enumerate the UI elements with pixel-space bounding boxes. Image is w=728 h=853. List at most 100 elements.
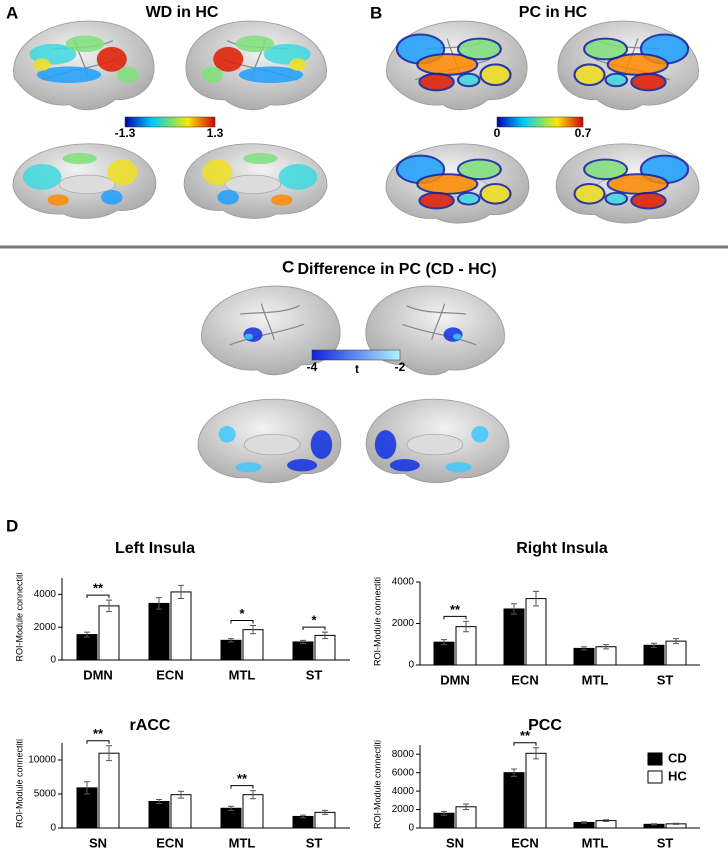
significance-label: ** <box>237 771 248 786</box>
chart-title: Left Insula <box>115 540 195 557</box>
legend-swatch <box>647 752 663 766</box>
brain <box>13 20 155 111</box>
activation-blob <box>445 462 472 473</box>
x-tick-label: MTL <box>582 835 609 850</box>
bar <box>170 794 192 829</box>
error-bar <box>106 599 112 613</box>
error-bar <box>178 584 184 599</box>
error-bar <box>673 822 679 825</box>
activation-blob <box>62 152 97 165</box>
colorbar-label: -1.3 <box>115 126 136 140</box>
y-axis-label: ROI-Module connectiti <box>372 577 382 666</box>
error-bar <box>581 646 587 651</box>
error-bar <box>581 821 587 824</box>
colorbar <box>124 116 216 128</box>
activation-blob <box>243 152 278 165</box>
activation-blob <box>479 63 512 87</box>
activation-blob <box>456 191 481 206</box>
brain <box>201 285 341 376</box>
brain <box>555 143 700 224</box>
activation-blob <box>238 66 304 84</box>
activation-blob <box>36 66 102 84</box>
bar <box>242 794 264 829</box>
bar <box>76 634 98 661</box>
bar <box>148 602 170 661</box>
colorbar <box>311 349 401 361</box>
activation-blob <box>630 72 667 92</box>
chart-title: rACC <box>130 717 171 734</box>
brain <box>365 285 505 376</box>
error-bar <box>300 639 306 645</box>
activation-blob <box>418 72 455 92</box>
colorbar-label: 0 <box>494 126 501 140</box>
error-bar <box>156 597 162 610</box>
bar <box>503 772 525 829</box>
corpus <box>58 174 116 194</box>
chart-title: Right Insula <box>516 540 608 557</box>
activation-blob <box>389 459 420 472</box>
activation-blob <box>310 430 333 460</box>
significance-bracket <box>513 742 537 746</box>
significance-bracket <box>230 620 254 624</box>
brain <box>365 398 510 484</box>
significance-label: ** <box>93 726 104 741</box>
legend-label: HC <box>668 768 687 783</box>
sulcus <box>229 303 304 346</box>
activation-blob <box>235 35 275 53</box>
activation-blob <box>456 72 481 88</box>
panel-title: Difference in PC (CD - HC) <box>297 261 496 278</box>
colorbar-label: -4 <box>307 360 318 374</box>
error-bar <box>300 814 306 819</box>
x-tick-label: ECN <box>156 835 183 850</box>
significance-bracket <box>86 740 110 744</box>
activation-blob <box>418 191 455 210</box>
error-bar <box>463 803 469 811</box>
y-tick-label: 0 <box>408 660 414 671</box>
activation-blob <box>33 58 51 71</box>
bar <box>525 598 547 666</box>
bar <box>455 626 477 666</box>
activation-blob <box>47 194 69 206</box>
y-tick-label: 2000 <box>392 618 415 629</box>
error-bar <box>178 790 184 799</box>
activation-blob <box>278 164 318 190</box>
y-tick-label: 2000 <box>34 622 57 633</box>
colorbar-label: -2 <box>395 360 406 374</box>
bar <box>220 639 242 661</box>
bar <box>170 591 192 661</box>
activation-blob <box>289 58 307 71</box>
panel-label: B <box>370 3 382 22</box>
error-bar <box>156 798 162 805</box>
activation-blob <box>96 46 127 72</box>
bar-chart: PCC ROI-Module connectiti 0 2000 4000 6000 800… <box>372 717 700 850</box>
error-bar <box>441 639 447 646</box>
bar <box>148 800 170 829</box>
activation-blob <box>107 159 138 186</box>
x-tick-label: MTL <box>229 835 256 850</box>
y-tick-label: 4000 <box>34 589 57 600</box>
error-bar <box>322 809 328 815</box>
activation-blob <box>287 459 318 472</box>
sulcus <box>402 303 477 346</box>
activation-blob <box>235 462 262 473</box>
y-tick-label: 4000 <box>392 577 415 588</box>
error-bar <box>322 631 328 640</box>
y-tick-label: 8000 <box>392 749 415 760</box>
activation-blob <box>213 46 244 72</box>
error-bar <box>84 781 90 795</box>
error-bar <box>673 638 679 645</box>
bar <box>98 605 120 661</box>
panel-label: C <box>282 257 294 276</box>
x-tick-label: MTL <box>582 672 609 687</box>
colorbar <box>496 116 584 128</box>
y-axis-label: ROI-Module connectiti <box>14 739 24 828</box>
activation-blob <box>471 425 489 443</box>
brain <box>183 143 328 219</box>
brain <box>386 20 528 111</box>
y-tick-label: 4000 <box>392 786 415 797</box>
activation-blob <box>271 194 293 206</box>
bar <box>665 640 687 666</box>
brain <box>185 20 327 111</box>
y-tick-label: 0 <box>408 823 414 834</box>
x-tick-label: SN <box>89 835 107 850</box>
